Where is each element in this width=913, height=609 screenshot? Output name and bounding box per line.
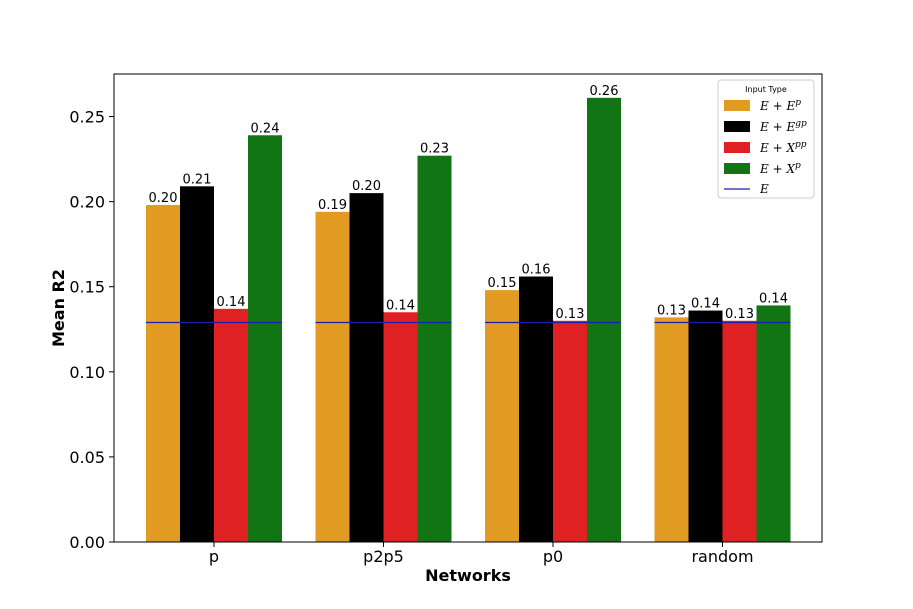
bar-p2p5-series-1 (315, 211, 350, 542)
y-axis-label: Mean R2 (49, 269, 68, 347)
x-tick-label: p2p5 (363, 547, 404, 566)
data-label-p2p5-series-3: 0.14 (386, 298, 415, 313)
legend-label-sup: gp (795, 119, 807, 129)
data-labels-layer: 0.20 0.21 0.14 0.24 0.19 0.20 0.14 0.23 0.15 0.16… (149, 84, 788, 322)
data-label-p-series-1: 0.20 (149, 191, 178, 206)
data-label-p2p5-series-2: 0.20 (352, 179, 381, 194)
bar-p2p5-series-4 (417, 155, 452, 543)
bar-p0-series-2 (519, 276, 553, 542)
bars-layer (146, 97, 791, 543)
bar-p-series-2 (180, 186, 214, 542)
legend-swatch-series-4 (724, 163, 750, 174)
y-tick-label: 0.20 (69, 193, 105, 212)
legend-label-series-1: E + Ep (759, 98, 801, 113)
bar-random-series-3 (722, 320, 757, 542)
x-tick-label: p (209, 547, 219, 566)
bar-random-series-1 (654, 317, 689, 542)
data-label-p0-series-2: 0.16 (522, 263, 551, 278)
legend-swatch-series-2 (724, 121, 750, 132)
data-label-p2p5-series-1: 0.19 (318, 198, 347, 213)
legend-label-base: E + X (759, 141, 795, 155)
data-label-p-series-4: 0.24 (251, 121, 280, 136)
x-axis: p p2p5 p0 random (209, 542, 754, 566)
legend-label-base: E + E (759, 99, 795, 113)
legend-label-baseline: E (759, 182, 769, 196)
data-label-random-series-1: 0.13 (657, 303, 686, 318)
data-label-random-series-4: 0.14 (759, 291, 788, 306)
y-axis: 0.00 0.05 0.10 0.15 0.20 0.25 (69, 108, 114, 552)
data-label-p0-series-4: 0.26 (590, 84, 619, 99)
legend-label-sup: pp (795, 140, 807, 150)
bar-p0-series-4 (587, 97, 621, 543)
legend-label-sup: p (795, 98, 801, 108)
y-tick-label: 0.15 (69, 278, 105, 297)
legend-label-base: E + E (759, 120, 795, 134)
data-label-p0-series-1: 0.15 (488, 276, 517, 291)
data-label-p-series-2: 0.21 (183, 172, 212, 187)
data-label-random-series-2: 0.14 (691, 297, 720, 312)
y-tick-label: 0.00 (69, 533, 105, 552)
bar-p0-series-3 (553, 320, 587, 542)
bar-p-series-4 (248, 135, 282, 543)
bar-p0-series-1 (485, 290, 519, 542)
bar-p2p5-series-3 (383, 312, 418, 542)
bar-random-series-4 (756, 305, 791, 542)
bar-p2p5-series-2 (349, 193, 384, 543)
y-tick-label: 0.10 (69, 363, 105, 382)
legend-title: Input Type (745, 85, 787, 94)
data-label-random-series-3: 0.13 (725, 307, 754, 322)
legend-label-base: E + X (759, 162, 795, 176)
x-axis-label: Networks (425, 566, 511, 585)
bar-p-series-1 (146, 205, 180, 543)
legend-swatch-series-3 (724, 142, 750, 153)
legend-label-series-4: E + Xp (759, 161, 801, 176)
plot-frame (113, 73, 823, 543)
bar-random-series-2 (688, 310, 723, 542)
legend-label-series-2: E + Egp (759, 119, 807, 134)
legend-label-sup: p (795, 161, 801, 171)
legend-swatch-series-1 (724, 100, 750, 111)
legend-label-series-3: E + Xpp (759, 140, 807, 155)
data-label-p0-series-3: 0.13 (556, 307, 585, 322)
data-label-p2p5-series-4: 0.23 (420, 142, 449, 157)
x-tick-label: random (691, 547, 753, 566)
data-label-p-series-3: 0.14 (217, 295, 246, 310)
bar-p-series-3 (214, 308, 248, 542)
y-tick-label: 0.05 (69, 448, 105, 467)
y-tick-label: 0.25 (69, 108, 105, 127)
x-tick-label: p0 (543, 547, 563, 566)
